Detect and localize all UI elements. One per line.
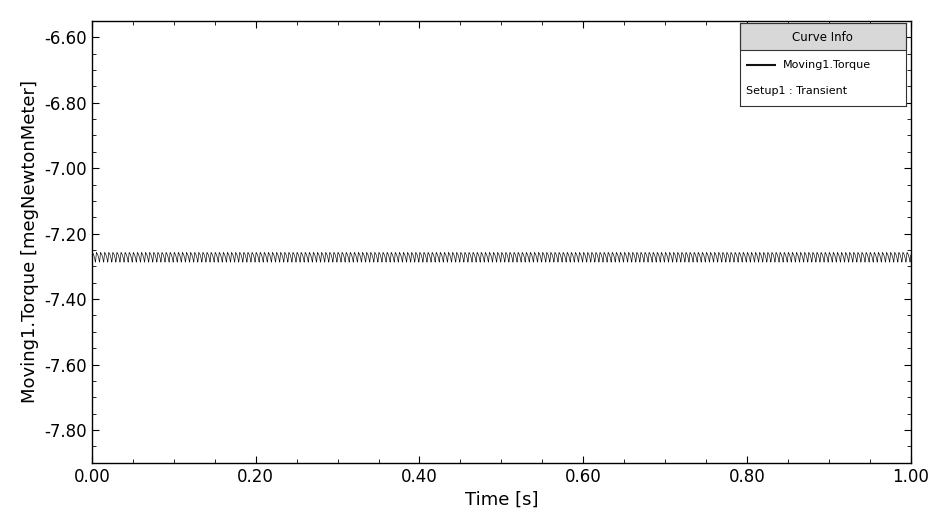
Text: Moving1.Torque: Moving1.Torque [783, 59, 871, 69]
Text: Setup1 : Transient: Setup1 : Transient [747, 86, 847, 96]
X-axis label: Time [s]: Time [s] [465, 491, 538, 509]
Bar [740, 23, 906, 50]
Y-axis label: Moving1.Torque [megNewtonMeter]: Moving1.Torque [megNewtonMeter] [21, 80, 39, 403]
Text: Curve Info: Curve Info [792, 31, 853, 44]
